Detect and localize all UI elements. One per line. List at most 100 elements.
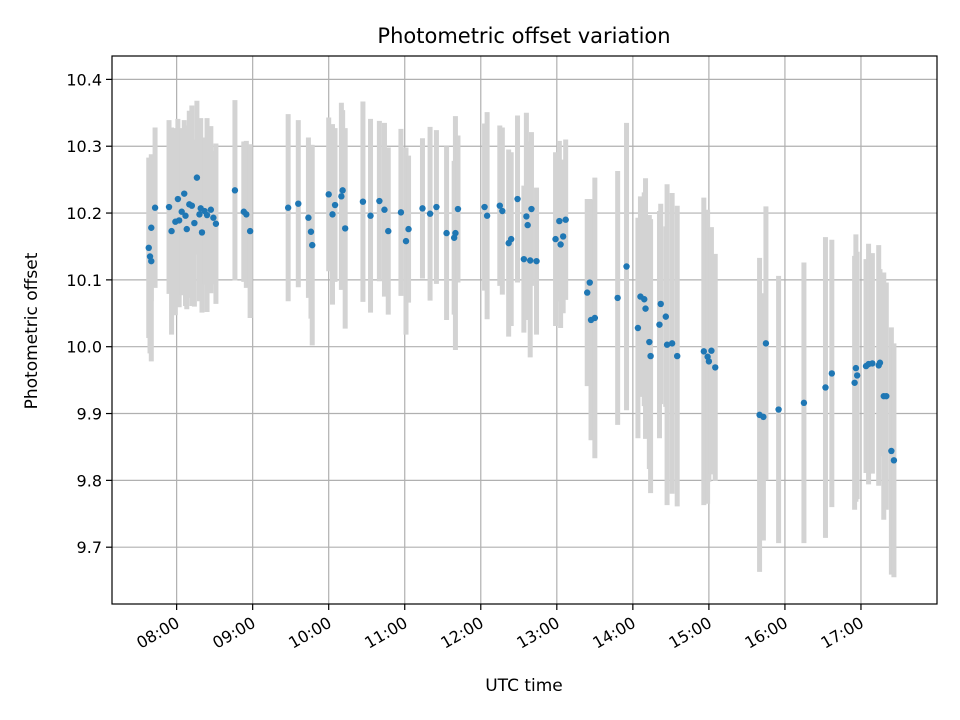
data-point [883,392,890,400]
data-point [339,187,346,194]
data-point [762,340,770,347]
data-point [212,220,220,227]
y-tick-label: 9.7 [77,538,102,557]
data-point [182,212,189,219]
data-point [207,206,215,213]
data-point [246,227,254,235]
chart-title: Photometric offset variation [377,24,670,48]
data-point [151,204,159,211]
data-point [641,296,648,303]
data-point [203,211,211,219]
data-point [426,210,434,217]
data-point [433,203,440,211]
data-point [191,219,198,227]
data-point [329,211,336,218]
data-point [646,338,653,346]
data-point [210,214,217,221]
data-point [305,214,312,221]
data-point [591,314,599,322]
data-point [174,195,182,203]
data-point [674,352,681,360]
data-point [876,359,884,366]
data-point [198,229,206,236]
data-point [331,201,339,209]
data-point [586,279,593,286]
data-point [662,313,670,320]
data-point [614,294,621,302]
y-axis-ticks: 9.7 9.8 9.9 10.0 10.1 10.2 10.3 10.4 [66,70,112,557]
data-point [668,340,676,347]
data-point [178,208,185,215]
data-point [405,225,412,233]
data-point [523,213,530,220]
data-point [381,206,388,213]
data-point [562,216,569,223]
data-point [295,200,302,207]
data-point [499,207,506,215]
data-point [657,300,664,308]
y-tick-label: 10.2 [66,204,102,223]
data-point [402,237,410,245]
data-point [533,257,540,265]
data-point [481,203,488,211]
y-tick-label: 10.4 [66,70,102,89]
data-point [828,370,836,377]
y-tick-label: 10.0 [66,338,102,357]
data-point [656,321,663,328]
data-point [760,413,767,421]
data-point [193,174,201,181]
plot-frame [111,55,938,605]
y-tick-label: 10.1 [66,271,102,290]
data-point [775,406,782,413]
data-point [196,211,203,218]
data-point [325,191,332,198]
x-axis-label: UTC time [485,676,563,696]
data-point [559,233,567,240]
data-point [145,244,152,251]
data-point [890,457,898,464]
data-point [188,202,196,209]
data-point [869,360,876,367]
data-point [507,235,515,243]
data-point [800,399,808,407]
data-point [700,348,708,355]
data-point [853,372,861,379]
y-tick-label: 9.9 [77,405,102,424]
y-axis-label: Photometric offset [22,252,42,409]
data-point [557,241,564,248]
y-tick-label: 10.3 [66,137,102,156]
data-point [284,204,292,211]
data-point [181,190,188,197]
data-point [623,263,630,270]
data-point [524,221,531,229]
data-point [520,255,528,263]
data-point [556,217,563,225]
y-tick-label: 9.8 [77,471,102,490]
data-point [454,205,462,213]
data-point [822,384,829,391]
data-point [452,229,459,237]
data-point [647,352,654,360]
data-point [483,212,491,219]
data-point [231,187,239,194]
data-point [708,347,715,354]
data-point [852,364,860,372]
data-point [584,289,591,296]
data-point [148,257,155,265]
data-point [419,205,426,212]
data-point [338,193,345,200]
data-point [528,205,535,213]
data-point [496,202,503,209]
data-point [634,324,642,332]
data-point [309,241,316,249]
data-point [341,225,349,232]
data-point [705,358,713,365]
data-point [165,203,173,211]
data-point [148,224,155,231]
data-point [527,257,534,264]
data-point [367,212,374,219]
data-point [359,198,367,205]
data-point [307,228,315,235]
